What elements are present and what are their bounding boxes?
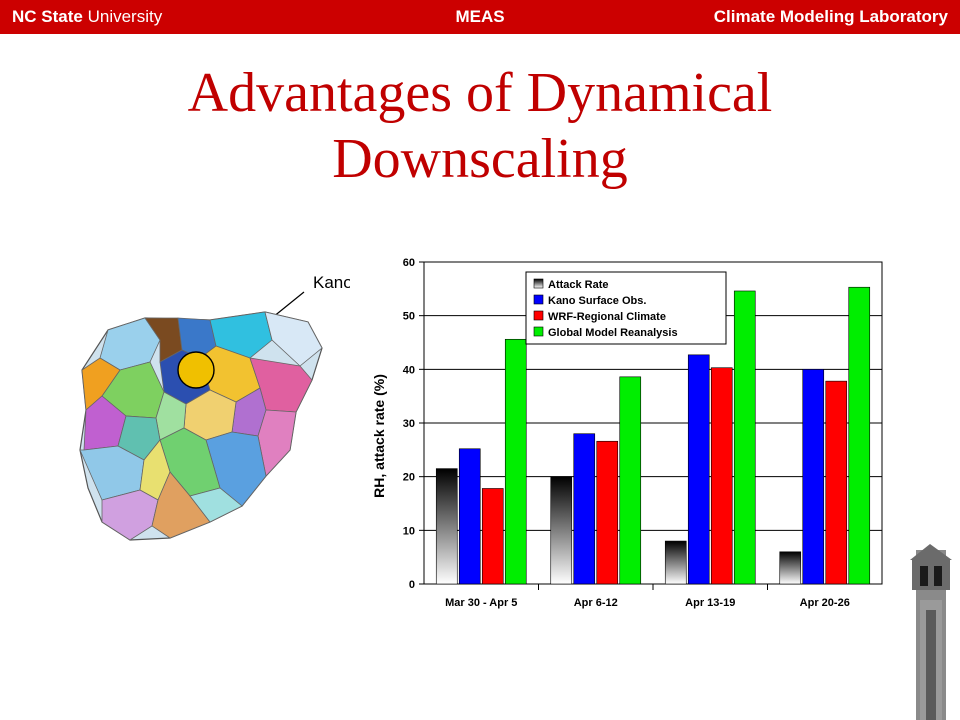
legend-label: WRF-Regional Climate [548,311,666,323]
bar [664,540,687,585]
bar [779,551,802,585]
bar [825,380,848,585]
legend-label: Global Model Reanalysis [548,327,678,339]
bar [710,367,733,585]
lab-name: Climate Modeling Laboratory [713,7,948,26]
legend-swatch [533,278,544,289]
department-name: MEAS [455,7,505,26]
y-tick-label: 0 [409,579,415,591]
legend-box [525,271,727,345]
plot-area: 0 10 20 30 40 50 60 Mar 30 - Apr 5 Apr 6-12 Apr 1… [403,257,883,609]
bar [733,290,756,585]
title-line-2: Downscaling [332,128,628,190]
page-title: Advantages of Dynamical Downscaling [0,60,960,192]
y-tick-label: 60 [403,257,415,269]
y-tick-label: 50 [403,311,415,323]
bar [458,448,481,585]
y-tick-label: 40 [403,364,415,376]
nigeria-map [79,311,323,541]
bar [435,468,458,585]
legend-swatch [533,294,544,305]
kano-label: Kano [313,273,353,292]
x-tick-label: Apr 13-19 [685,597,735,609]
bar [550,476,573,585]
bar [504,338,527,585]
legend-label: Kano Surface Obs. [548,295,646,307]
y-tick-label: 30 [403,418,415,430]
x-tick-label: Mar 30 - Apr 5 [445,597,517,609]
bar [481,488,504,585]
bar [802,369,825,585]
legend-swatch [533,326,544,337]
y-axis-label: RH, attack rate (%) [371,374,387,498]
bar [687,354,710,585]
y-tick-label: 10 [403,525,415,537]
header-bar: NC State University MEAS Climate Modelin… [0,0,960,34]
university-name: NC State University [12,7,163,26]
bar [619,376,642,585]
kano-highlight-circle [177,351,215,389]
bar-chart: 0 10 20 30 40 50 60 Mar 30 - Apr 5 Apr 6-12 Apr 1… [350,240,910,630]
legend-label: Attack Rate [548,279,609,291]
bar [848,286,871,585]
legend-swatch [533,310,544,321]
y-tick-label: 20 [403,472,415,484]
title-line-1: Advantages of Dynamical [187,62,773,124]
bar [573,433,596,585]
belltower-icon [910,544,952,720]
x-tick-label: Apr 6-12 [574,597,618,609]
bar [596,440,619,585]
x-tick-label: Apr 20-26 [800,597,850,609]
